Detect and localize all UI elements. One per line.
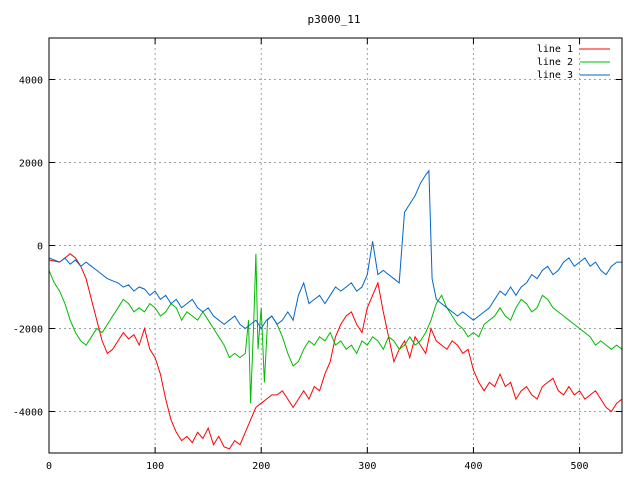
x-tick-label: 400 bbox=[464, 461, 482, 472]
legend: line 1 line 2 line 3 bbox=[537, 44, 610, 81]
y-tick-label: 0 bbox=[37, 242, 43, 253]
legend-label: line 3 bbox=[537, 70, 573, 81]
series-line-1 bbox=[49, 253, 622, 450]
x-tick-label: 200 bbox=[252, 461, 270, 472]
x-tick-label: 100 bbox=[146, 461, 164, 472]
x-tick-label: 500 bbox=[571, 461, 589, 472]
x-tick-label: 0 bbox=[46, 461, 52, 472]
y-tick-label: 4000 bbox=[19, 76, 43, 87]
series-line-3 bbox=[49, 169, 622, 330]
legend-label: line 2 bbox=[537, 57, 573, 68]
y-tick-label: -2000 bbox=[13, 325, 43, 336]
legend-label: line 1 bbox=[537, 44, 573, 55]
x-tick-label: 300 bbox=[358, 461, 376, 472]
y-tick-label: -4000 bbox=[13, 408, 43, 419]
y-tick-label: 2000 bbox=[19, 159, 43, 170]
axis-ticks: 0 100 200 300 400 500 -4000 -2000 0 2000 4000 bbox=[13, 38, 622, 472]
chart-title: p3000_11 bbox=[308, 13, 361, 26]
series-line-2 bbox=[49, 253, 622, 404]
series-lines bbox=[49, 169, 622, 450]
